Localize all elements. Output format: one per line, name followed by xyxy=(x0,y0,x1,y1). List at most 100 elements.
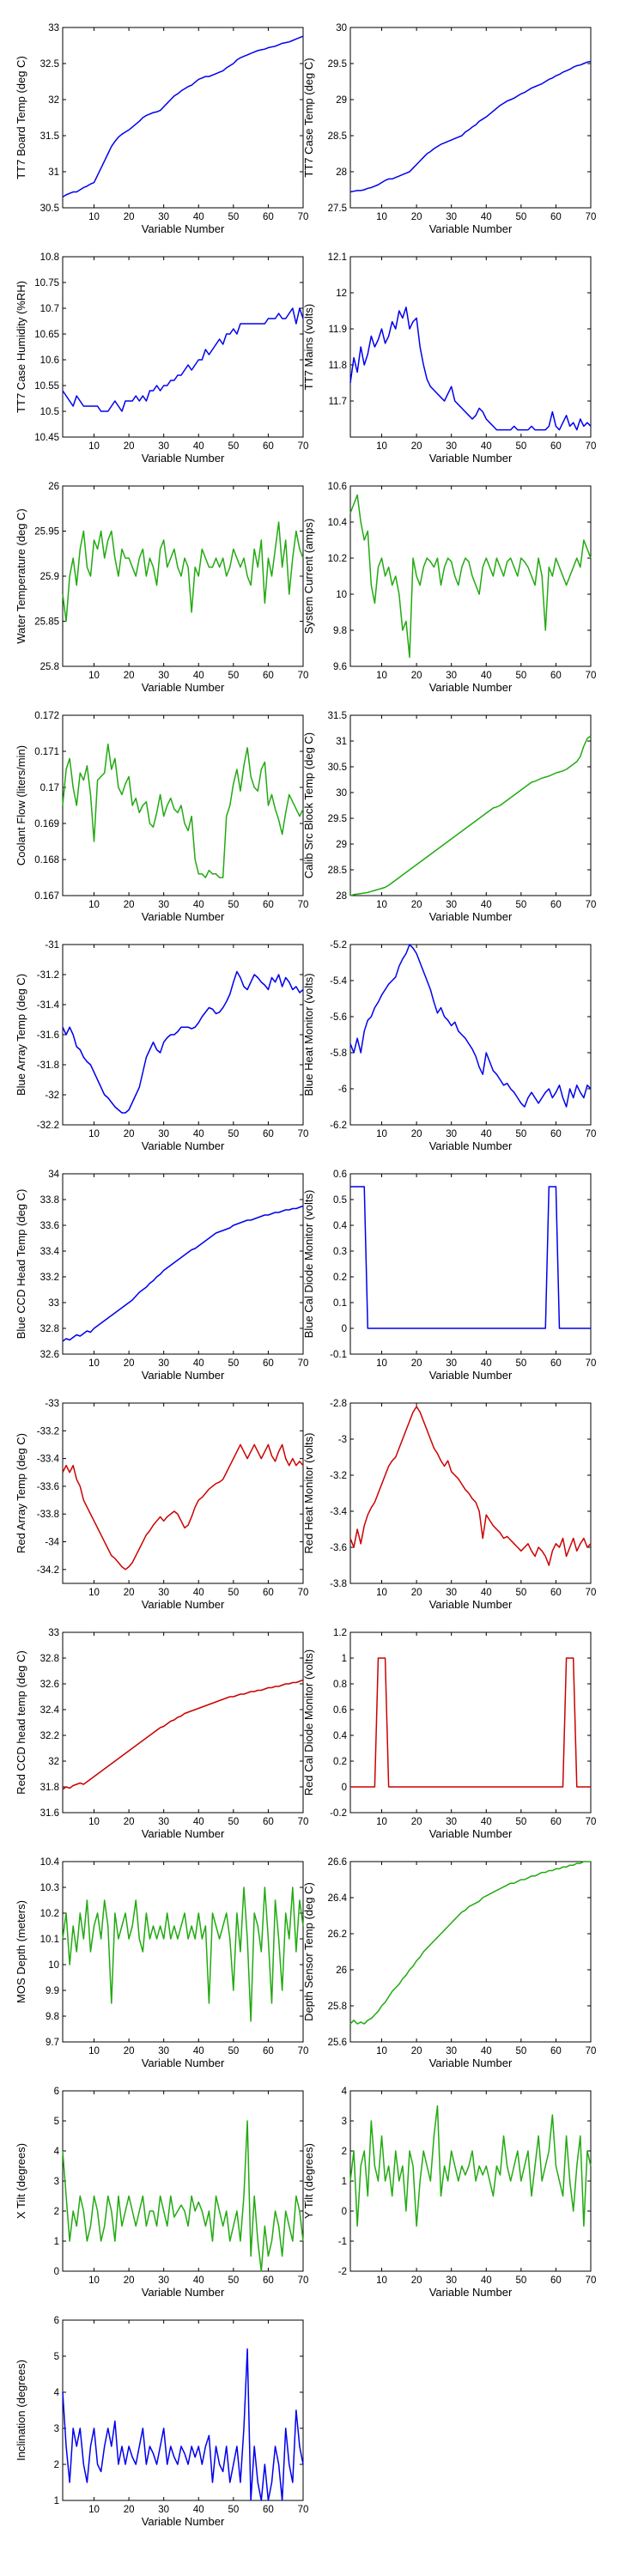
y-tick-label: 26.6 xyxy=(328,1857,347,1868)
x-axis-label: Variable Number xyxy=(142,452,225,465)
y-tick-label: 10.4 xyxy=(328,518,348,528)
x-tick-label: 70 xyxy=(586,441,597,452)
series-line xyxy=(349,1861,591,2025)
x-tick-label: 40 xyxy=(193,1817,204,1827)
y-tick-label: 1 xyxy=(342,1654,347,1664)
x-tick-label: 40 xyxy=(481,1129,492,1139)
y-tick-label: 0.8 xyxy=(333,1680,347,1690)
x-tick-label: 20 xyxy=(411,2046,422,2057)
series-line xyxy=(62,2348,304,2501)
y-tick-label: 32 xyxy=(48,95,59,106)
x-axis-label: Variable Number xyxy=(142,681,225,694)
x-tick-label: 40 xyxy=(481,671,492,681)
x-tick-label: 20 xyxy=(411,1817,422,1827)
chart-panel-2: 10 20 30 40 50 60 7027.52828.52929.530Variable… xyxy=(302,23,596,235)
x-tick-label: 20 xyxy=(411,2275,422,2286)
x-tick-label: 50 xyxy=(515,671,526,681)
x-tick-label: 40 xyxy=(481,1817,492,1827)
plot-frame xyxy=(62,1402,304,1584)
x-tick-label: 30 xyxy=(158,671,169,681)
x-tick-label: 20 xyxy=(411,1588,422,1598)
y-axis-label: MOS Depth (meters) xyxy=(15,1900,27,2003)
x-tick-label: 50 xyxy=(228,2505,239,2515)
y-tick-label: -5.2 xyxy=(330,940,347,951)
x-tick-label: 30 xyxy=(446,441,457,452)
x-tick-label: 50 xyxy=(228,671,239,681)
y-tick-label: 0.168 xyxy=(34,855,59,866)
x-tick-label: 70 xyxy=(298,1358,309,1369)
x-tick-label: 20 xyxy=(124,2275,135,2286)
x-tick-label: 40 xyxy=(481,1588,492,1598)
y-tick-label: 2 xyxy=(54,2460,59,2470)
plot-frame xyxy=(349,1631,592,1814)
y-tick-label: 30 xyxy=(336,23,347,33)
chart-panel-14: 10 20 30 40 50 60 70 -3.8 -3.6 -3.4 -3.2 -3 -2.8 Vari… xyxy=(302,1399,596,1611)
y-tick-label: 33.8 xyxy=(40,1195,59,1206)
x-tick-label: 40 xyxy=(193,1588,204,1598)
x-tick-label: 10 xyxy=(376,1588,387,1598)
y-tick-label: 10.45 xyxy=(34,433,59,443)
y-axis-label: Red Heat Monitor (volts) xyxy=(302,1433,315,1554)
plot-frame xyxy=(62,27,304,209)
x-tick-label: 70 xyxy=(586,1817,597,1827)
series-line xyxy=(62,35,304,198)
x-tick-label: 50 xyxy=(228,2046,239,2057)
x-tick-label: 30 xyxy=(446,900,457,910)
chart-panel-21: 10 20 30 40 50 60 70 1 2 3 4 5 6 Variable Number Incli… xyxy=(15,2316,308,2528)
x-tick-label: 20 xyxy=(124,1588,135,1598)
x-axis-label: Variable Number xyxy=(429,1827,513,1840)
y-tick-label: 31.6 xyxy=(40,1808,59,1819)
plot-frame xyxy=(349,944,592,1126)
y-tick-label: 0 xyxy=(54,2267,59,2277)
x-tick-label: 60 xyxy=(263,2046,274,2057)
x-tick-label: 30 xyxy=(158,2046,169,2057)
y-tick-label: 2 xyxy=(54,2207,59,2217)
y-tick-label: 1 xyxy=(54,2237,59,2247)
chart-panel-9: 10 20 30 40 50 60 70 -32.2 -32 -31.8 -31.6 -31.4 -31… xyxy=(15,940,308,1152)
x-tick-label: 40 xyxy=(481,2275,492,2286)
y-tick-label: -3.2 xyxy=(330,1471,347,1481)
x-tick-label: 50 xyxy=(515,900,526,910)
y-tick-label: 33 xyxy=(48,1298,59,1309)
y-axis-label: Blue Heat Monitor (volts) xyxy=(302,973,315,1096)
y-axis-label: Red Array Temp (deg C) xyxy=(15,1433,27,1553)
x-tick-label: 70 xyxy=(298,900,309,910)
x-tick-label: 10 xyxy=(88,1817,100,1827)
y-tick-label: 25.6 xyxy=(328,2038,347,2048)
x-tick-label: 40 xyxy=(193,212,204,222)
x-tick-label: 10 xyxy=(376,900,387,910)
x-tick-label: 60 xyxy=(550,212,562,222)
x-tick-label: 10 xyxy=(88,1129,100,1139)
x-axis-label: Variable Number xyxy=(429,452,513,465)
y-tick-label: 32.6 xyxy=(40,1350,59,1360)
y-tick-label: 30 xyxy=(336,788,347,799)
x-tick-label: 10 xyxy=(376,212,387,222)
y-tick-label: 1.2 xyxy=(333,1628,347,1638)
x-tick-label: 10 xyxy=(376,441,387,452)
series-line xyxy=(349,60,592,193)
y-tick-label: 4 xyxy=(54,2147,60,2157)
x-tick-label: 60 xyxy=(550,671,562,681)
x-tick-label: 10 xyxy=(88,2046,100,2057)
y-tick-label: -34 xyxy=(45,1538,59,1548)
x-tick-label: 20 xyxy=(124,212,135,222)
x-tick-label: 50 xyxy=(515,441,526,452)
x-tick-label: 20 xyxy=(411,212,422,222)
y-tick-label: 26.4 xyxy=(328,1893,348,1904)
x-tick-label: 30 xyxy=(446,1817,457,1827)
x-tick-label: 10 xyxy=(88,1588,100,1598)
x-tick-label: 10 xyxy=(376,2275,387,2286)
y-tick-label: 0.1 xyxy=(333,1298,347,1309)
y-tick-label: 10 xyxy=(48,1960,59,1971)
x-tick-label: 70 xyxy=(586,212,597,222)
x-tick-label: 60 xyxy=(550,2275,562,2286)
x-tick-label: 50 xyxy=(515,1129,526,1139)
x-tick-label: 30 xyxy=(446,212,457,222)
x-tick-label: 30 xyxy=(446,1129,457,1139)
y-axis-label: Red Cal Diode Monitor (volts) xyxy=(302,1649,315,1796)
y-tick-label: 10.1 xyxy=(40,1935,59,1945)
y-tick-label: 0.172 xyxy=(34,711,59,721)
y-tick-label: 0.167 xyxy=(34,891,59,902)
x-tick-label: 70 xyxy=(586,1358,597,1369)
x-tick-label: 20 xyxy=(411,900,422,910)
